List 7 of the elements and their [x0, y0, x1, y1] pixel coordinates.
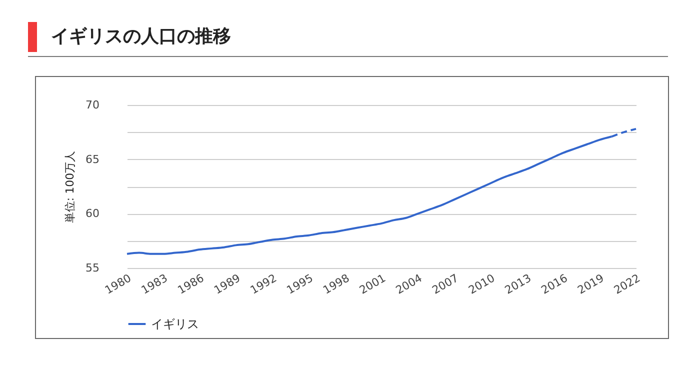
y-tick-label: 65 — [86, 152, 100, 166]
legend-label: イギリス — [151, 317, 199, 331]
y-tick-label: 55 — [86, 262, 100, 274]
chart-title: イギリスの人口の推移 — [28, 22, 668, 52]
y-axis-title: 単位: 100万人 — [64, 150, 77, 224]
y-tick-label: 70 — [86, 98, 100, 112]
y-tick-label: 60 — [86, 207, 100, 220]
